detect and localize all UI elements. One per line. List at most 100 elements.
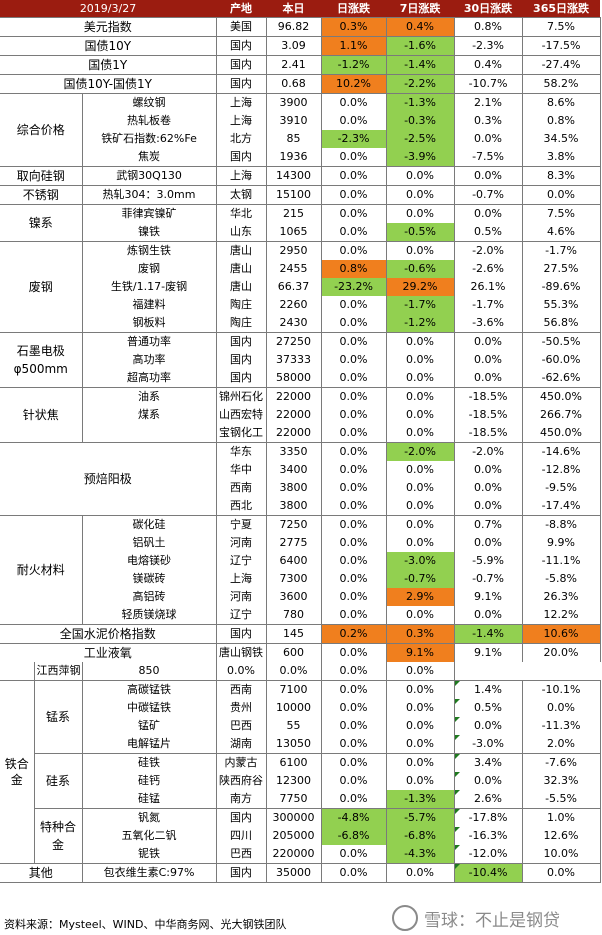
snowball-logo-icon [392, 905, 418, 931]
change-d30: 0.8% [454, 17, 523, 37]
table-row: 国债10Y-国债1Y 国内 0.68 10.2% -2.2% -10.7% 58.2% [0, 74, 601, 94]
table-row: 废钢 炼钢生铁 唐山 2950 0.0% 0.0% -2.0% -1.7% [0, 241, 601, 333]
change-d30: 3.4% [454, 753, 523, 772]
header-origin: 产地 [216, 0, 267, 18]
category-label: 工业液氧 [0, 643, 217, 662]
change-d1: 0.0% [321, 863, 387, 883]
item-name: 包衣维生素C:97% [82, 863, 217, 883]
change-d1: 0.3% [321, 17, 387, 37]
change-d7: 0.0% [386, 461, 455, 479]
change-d365: 0.0% [522, 699, 601, 717]
table-row: 锰矿 巴西 55 0.0% 0.0% 0.0% -11.3% [0, 717, 601, 735]
item-name: 生铁/1.17-废钢 [82, 278, 217, 296]
change-d1: 0.0% [321, 772, 387, 790]
table-row: 铁矿石指数:62%Fe 北方 85 -2.3% -2.5% 0.0% 34.5% [0, 130, 601, 148]
table-row: 其他 包衣维生素C:97% 国内 35000 0.0% 0.0% -10.4% 0.0% [0, 863, 601, 883]
change-d30: -12.0% [454, 845, 523, 864]
change-d30: 0.7% [454, 515, 523, 534]
change-d7: 29.2% [386, 278, 455, 296]
origin-cell: 贵州 [216, 699, 267, 717]
change-d1: 0.0% [321, 552, 387, 570]
category-label: 国债10Y [0, 36, 217, 56]
origin-cell: 太钢 [216, 185, 267, 205]
category-label: 针状焦 [0, 387, 83, 443]
origin-cell: 宁夏 [216, 515, 267, 534]
change-d365: 7.5% [522, 204, 601, 223]
origin-cell: 国内 [216, 148, 267, 167]
change-d30: -3.6% [454, 314, 523, 333]
today-value: 14300 [266, 166, 322, 186]
table-row: 特种合金 钒氮 国内 300000 -4.8% -5.7% -17.8% 1.0% [0, 808, 601, 864]
change-d365: -12.8% [522, 461, 601, 479]
change-d1: 0.8% [321, 260, 387, 278]
today-value: 7750 [266, 790, 322, 809]
today-value: 3800 [266, 497, 322, 516]
category-label: 石墨电极 φ500mm [0, 332, 83, 388]
origin-cell: 湖南 [216, 735, 267, 754]
change-d1: 0.0% [321, 185, 387, 205]
category-label: 取向硅钢 [0, 166, 83, 186]
change-d365: 9.9% [522, 534, 601, 552]
change-d365: -11.3% [522, 717, 601, 735]
change-d30: 0.0% [321, 662, 387, 681]
today-value: 3900 [266, 93, 322, 112]
origin-cell: 锦州石化 [216, 387, 267, 406]
table-row: 废钢 唐山 2455 0.8% -0.6% -2.6% 27.5% [0, 260, 601, 278]
category-label: 耐火材料 [0, 515, 83, 625]
change-d7: 0.0% [386, 369, 455, 388]
item-name: 硅锰 [82, 790, 217, 809]
origin-cell: 陕西府谷 [216, 772, 267, 790]
today-value: 22000 [266, 406, 322, 424]
table-row: 中碳锰铁 贵州 10000 0.0% 0.0% 0.5% 0.0% [0, 699, 601, 717]
change-d365: -1.7% [522, 241, 601, 260]
table-row: 硅系 硅铁 内蒙古 6100 0.0% 0.0% 3.4% -7.6% [0, 753, 601, 809]
origin-cell: 四川 [216, 827, 267, 845]
change-d7: 0.0% [386, 680, 455, 699]
origin-cell: 国内 [216, 808, 267, 827]
change-d30: 9.1% [454, 588, 523, 606]
today-value: 6100 [266, 753, 322, 772]
item-name: 热轧板卷 [82, 112, 217, 130]
table-row: 福建料 陶庄 2260 0.0% -1.7% -1.7% 55.3% [0, 296, 601, 314]
table-row: 钢板料 陶庄 2430 0.0% -1.2% -3.6% 56.8% [0, 314, 601, 333]
change-d365: -17.4% [522, 497, 601, 516]
item-name: 硅铁 [82, 753, 217, 772]
table-row: 宝钢化工 22000 0.0% 0.0% -18.5% 450.0% [0, 424, 601, 443]
origin-cell: 西南 [216, 479, 267, 497]
item-name: 电熔镁砂 [82, 552, 217, 570]
change-d30: 2.6% [454, 790, 523, 809]
change-d7: -6.8% [386, 827, 455, 845]
change-d7: -5.7% [386, 808, 455, 827]
today-value: 96.82 [266, 17, 322, 37]
change-d365: 8.6% [522, 93, 601, 112]
change-d30: -2.0% [454, 241, 523, 260]
item-name: 高功率 [82, 351, 217, 369]
today-value: 85 [266, 130, 322, 148]
origin-cell: 华中 [216, 461, 267, 479]
change-d7: -2.2% [386, 74, 455, 94]
table-row: 综合价格 螺纹钢 上海 3900 0.0% -1.3% 2.1% 8.6% [0, 93, 601, 167]
change-d365: 266.7% [522, 406, 601, 424]
origin-cell: 唐山 [216, 260, 267, 278]
table-row: 工业液氧 唐山钢铁 600 0.0% 9.1% 9.1% 20.0% [0, 643, 601, 662]
table-row: 高铝砖 河南 3600 0.0% 2.9% 9.1% 26.3% [0, 588, 601, 606]
item-name: 轻质镁烧球 [82, 606, 217, 625]
change-d1: 0.0% [321, 314, 387, 333]
change-d7: 0.0% [386, 166, 455, 186]
table-row: 美元指数 美国 96.82 0.3% 0.4% 0.8% 7.5% [0, 17, 601, 37]
today-value: 2775 [266, 534, 322, 552]
change-d365: -11.1% [522, 552, 601, 570]
today-value: 37333 [266, 351, 322, 369]
table-row: 铁合金 锰系 高碳锰铁 西南 7100 0.0% 0.0% 1.4% -10.1% [0, 680, 601, 864]
change-d7: 0.3% [386, 624, 455, 644]
change-d7: -1.3% [386, 93, 455, 112]
table-row: 电解锰片 湖南 13050 0.0% 0.0% -3.0% 2.0% [0, 735, 601, 754]
change-d365: 56.8% [522, 314, 601, 333]
watermark: 雪球：不止是钢贷 [392, 905, 560, 931]
origin-cell: 山东 [216, 223, 267, 242]
item-name: 钢板料 [82, 314, 217, 333]
change-d30: -10.4% [454, 863, 523, 883]
origin-cell: 江西萍钢 [34, 662, 83, 681]
change-d365: 10.0% [522, 845, 601, 864]
change-d30: 0.0% [454, 479, 523, 497]
